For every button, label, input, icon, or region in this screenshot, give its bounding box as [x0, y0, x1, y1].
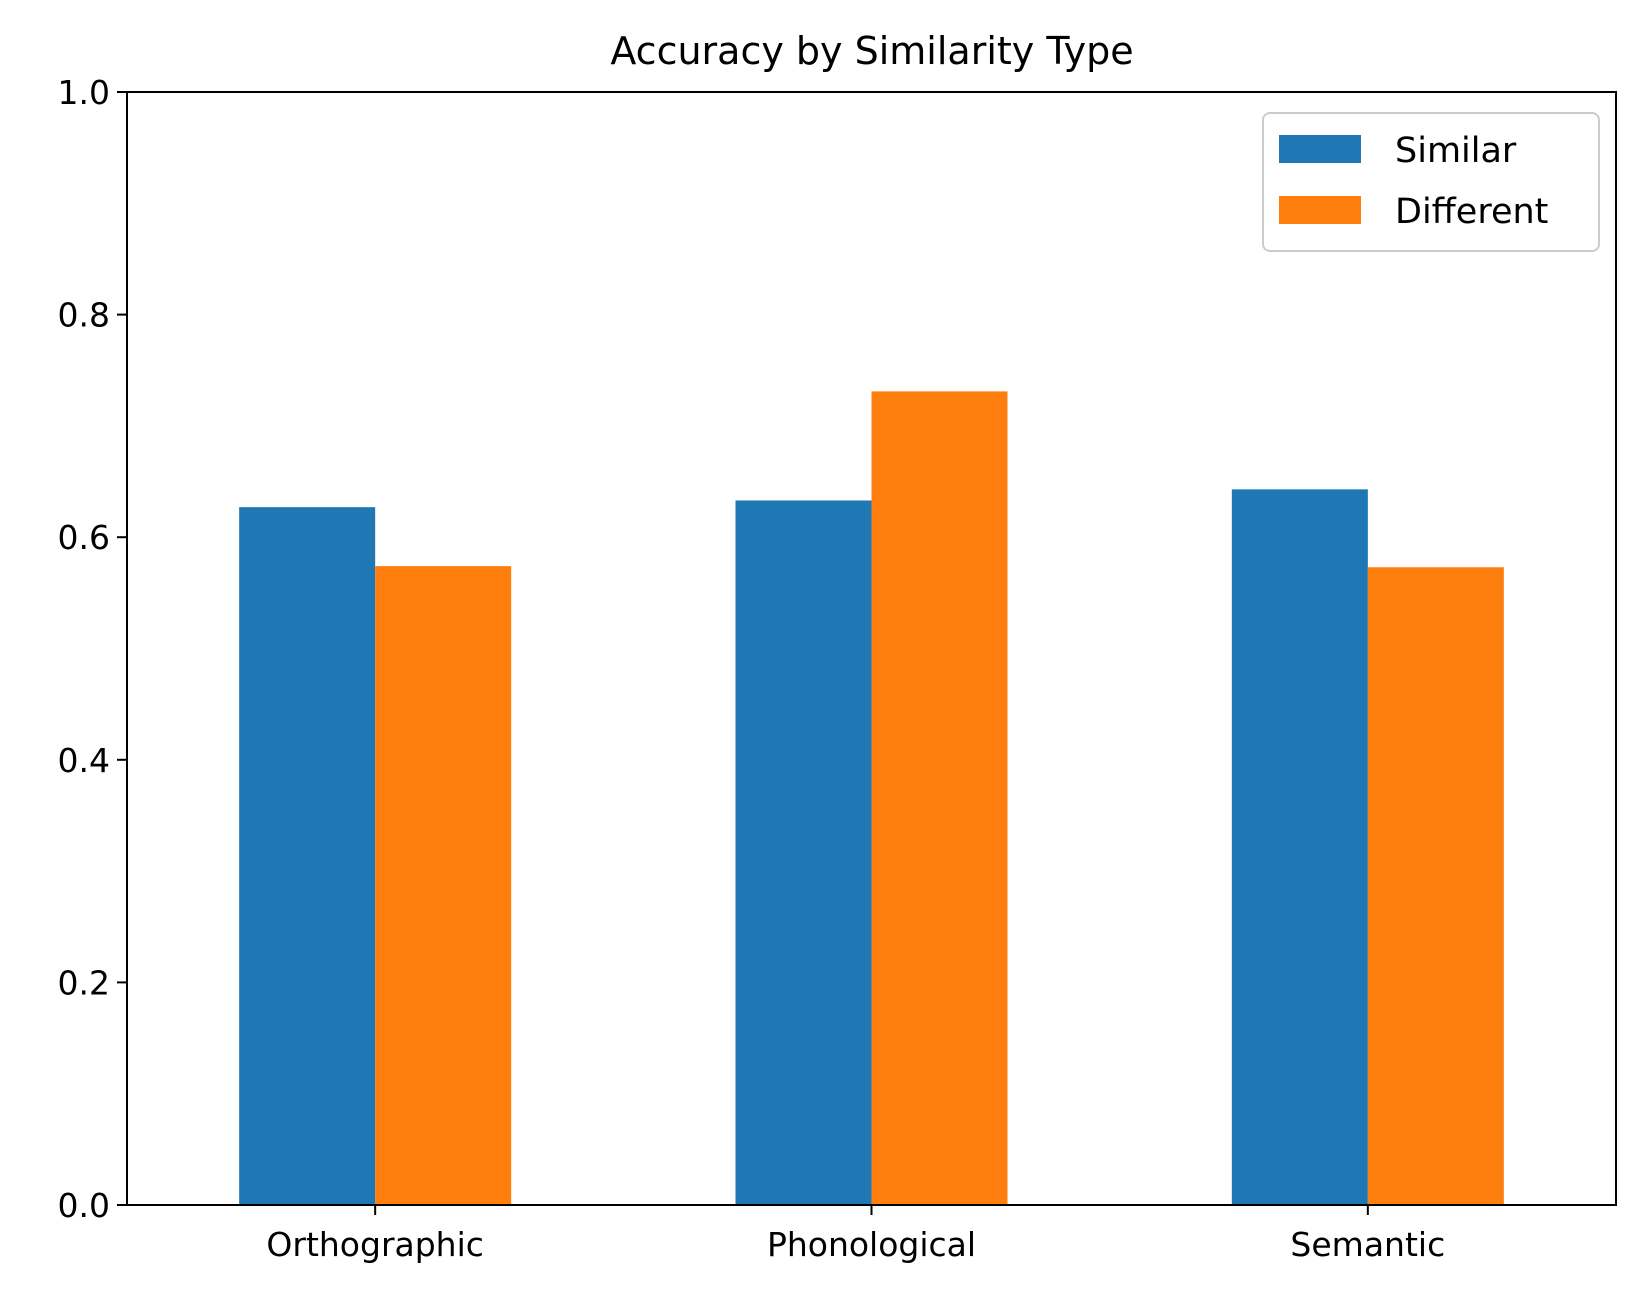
- y-tick-label: 0.6: [58, 518, 110, 557]
- bar-similar-orthographic: [239, 507, 376, 1205]
- legend: Similar Different: [1262, 112, 1600, 252]
- bars-layer: [239, 391, 1504, 1206]
- legend-label-different: Different: [1395, 192, 1548, 232]
- legend-swatch-similar: [1279, 135, 1361, 163]
- bar-similar-phonological: [735, 500, 872, 1205]
- bar-similar-semantic: [1231, 489, 1368, 1205]
- x-tick-label-orthographic: Orthographic: [266, 1225, 484, 1264]
- y-tick-label: 1.0: [58, 73, 110, 112]
- bar-different-orthographic: [375, 566, 512, 1205]
- bar-different-semantic: [1367, 567, 1504, 1205]
- axes-layer: 0.0 0.2 0.4 0.6 0.8 1.0 Orthographic Phonologic…: [58, 73, 1617, 1264]
- legend-swatch-different: [1279, 196, 1361, 224]
- y-tick-label: 0.8: [58, 296, 110, 335]
- y-tick-label: 0.4: [58, 741, 110, 780]
- bar-different-phonological: [871, 391, 1008, 1206]
- y-tick-label: 0.2: [58, 963, 110, 1002]
- y-tick-label: 0.0: [58, 1186, 110, 1225]
- legend-label-similar: Similar: [1395, 131, 1517, 171]
- x-tick-label-phonological: Phonological: [767, 1225, 976, 1264]
- chart-title: Accuracy by Similarity Type: [610, 29, 1133, 73]
- plot-frame: [126, 91, 1617, 1206]
- x-tick-label-semantic: Semantic: [1290, 1225, 1445, 1264]
